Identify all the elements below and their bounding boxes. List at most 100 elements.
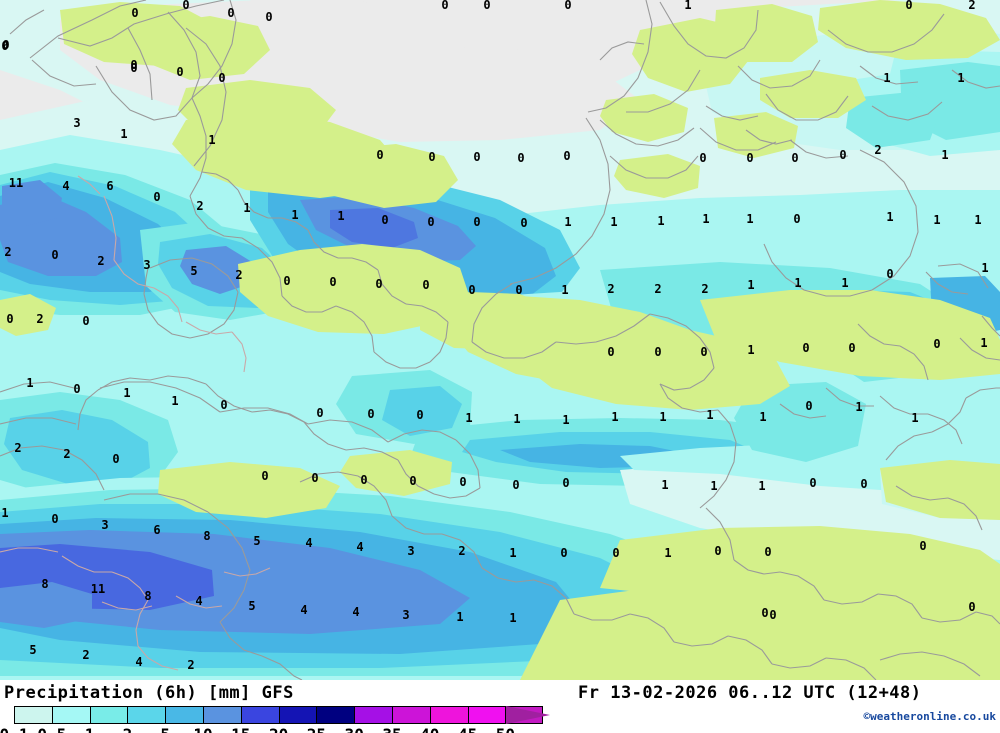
copyright-credit: ©weatheronline.co.uk: [863, 710, 996, 723]
precip-value-label: 1: [957, 71, 965, 85]
precip-value-label: 2: [458, 544, 466, 558]
precip-value-label: 2: [36, 312, 44, 326]
colorbar-tick-20: 20: [269, 725, 288, 733]
precip-value-label: 5: [248, 599, 256, 613]
precip-value-label: 1: [337, 209, 345, 223]
land-areas: [0, 0, 1000, 680]
precip-value-label: 0: [73, 382, 81, 396]
precip-value-label: 3: [101, 518, 109, 532]
precip-value-label: 1: [291, 208, 299, 222]
colorbar-tick-0.1: 0.1: [0, 725, 28, 733]
precip-value-label: 0: [612, 546, 620, 560]
precip-value-label: 2: [187, 658, 195, 672]
precip-value-label: 1: [562, 413, 570, 427]
precip-value-label: 0: [176, 65, 184, 79]
colorbar-swatch-45: [467, 706, 506, 724]
model-run-info: Fr 13-02-2026 06..12 UTC (12+48): [578, 683, 922, 703]
precip-value-label: 1: [171, 394, 179, 408]
precip-value-label: 0: [848, 341, 856, 355]
precip-value-label: 1: [208, 133, 216, 147]
precip-value-label: 4: [356, 540, 364, 554]
precip-value-label: 0: [805, 399, 813, 413]
precip-value-label: 1: [509, 611, 517, 625]
precip-value-label: 0: [265, 10, 273, 24]
precip-value-label: 0: [51, 512, 59, 526]
precip-value-label: 0: [422, 278, 430, 292]
precip-value-label: 0: [130, 58, 138, 72]
precip-value-label: 1: [911, 411, 919, 425]
precip-value-label: 1: [509, 546, 517, 560]
precip-value-label: 1: [684, 0, 692, 12]
precip-value-label: 1: [794, 276, 802, 290]
precip-value-label: 5: [29, 643, 37, 657]
precip-value-label: 2: [874, 143, 882, 157]
precip-value-label: 0: [746, 151, 754, 165]
precip-value-label: 4: [195, 594, 203, 608]
colorbar-swatch-10: [202, 706, 241, 724]
colorbar-swatch-20: [278, 706, 317, 724]
precip-value-label: 3: [402, 608, 410, 622]
precip-value-label: 8: [41, 577, 49, 591]
precip-value-label: 11: [90, 582, 106, 596]
precip-value-label: 1: [933, 213, 941, 227]
precip-value-label: 0: [182, 0, 190, 12]
precip-value-label: 2: [968, 0, 976, 12]
precip-value-label: 4: [352, 605, 360, 619]
colorbar-swatch-40: [429, 706, 468, 724]
precip-value-label: 1: [758, 479, 766, 493]
precip-value-label: 0: [311, 471, 319, 485]
colorbar-tick-30: 30: [345, 725, 364, 733]
precip-value-label: 0: [483, 0, 491, 12]
precip-value-label: 0: [802, 341, 810, 355]
colorbar-overflow-arrow: [506, 706, 550, 724]
precip-value-label: 0: [316, 406, 324, 420]
precip-value-label: 5: [190, 264, 198, 278]
precip-value-label: 1: [243, 201, 251, 215]
precip-value-label: 8: [203, 529, 211, 543]
precip-value-label: 1: [706, 408, 714, 422]
precip-value-label: 2: [654, 282, 662, 296]
precip-value-label: 0: [654, 345, 662, 359]
precip-value-label: 2: [4, 245, 12, 259]
colorbar-tick-40: 40: [420, 725, 439, 733]
precip-value-label: 0: [517, 151, 525, 165]
precip-value-label: 0: [261, 469, 269, 483]
precip-value-label: 1: [120, 127, 128, 141]
precip-value-label: 4: [62, 179, 70, 193]
precip-value-label: 2: [97, 254, 105, 268]
precip-value-label: 0: [367, 407, 375, 421]
precip-value-label: 2: [235, 268, 243, 282]
precip-value-label: 11: [8, 176, 24, 190]
precip-value-label: 0: [1, 39, 9, 53]
precip-value-label: 0: [227, 6, 235, 20]
precip-value-label: 0: [839, 148, 847, 162]
colorbar-tick-45: 45: [458, 725, 477, 733]
precip-value-label: 0: [700, 345, 708, 359]
precip-value-label: 1: [883, 71, 891, 85]
precip-value-label: 3: [73, 116, 81, 130]
colorbar-tick-10: 10: [193, 725, 212, 733]
precip-value-label: 0: [441, 0, 449, 12]
precip-value-label: 4: [300, 603, 308, 617]
precip-value-label: 0: [512, 478, 520, 492]
colorbar-swatch-30: [354, 706, 392, 724]
precip-value-label: 0: [459, 475, 467, 489]
precip-value-label: 1: [610, 215, 618, 229]
precip-value-label: 1: [513, 412, 521, 426]
colorbar-tick-2: 2: [123, 725, 133, 733]
precipitation-map-canvas[interactable]: 0 0 0 0 0 1 0 2 0 0 0 0 0 0 1 1 0 3 1 1 0 0 0 0 0 0 0 0 0 0 2 1 11 4 6 0 2 1 1…: [0, 0, 1000, 680]
precip-value-label: 0: [764, 545, 772, 559]
precip-value-label: 0: [2, 38, 10, 52]
precip-value-label: 4: [305, 536, 313, 550]
precip-value-label: 2: [63, 447, 71, 461]
precip-value-label: 0: [791, 151, 799, 165]
precip-value-label: 1: [611, 410, 619, 424]
precip-value-label: 0: [6, 312, 14, 326]
precip-value-label: 1: [657, 214, 665, 228]
precipitation-colorbar[interactable]: [14, 706, 544, 724]
precip-value-label: 0: [220, 398, 228, 412]
colorbar-swatch-35: [391, 706, 430, 724]
precip-value-label: 0: [473, 150, 481, 164]
precip-value-label: 0: [860, 477, 868, 491]
